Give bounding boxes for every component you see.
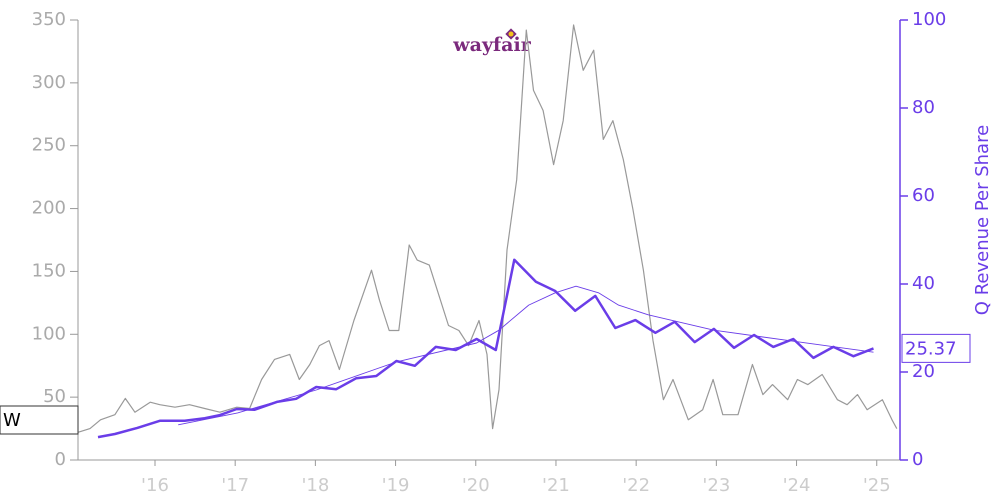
y2-axis-label: Q Revenue Per Share bbox=[972, 125, 993, 315]
y-tick-label: 150 bbox=[32, 260, 66, 281]
x-tick-label: '19 bbox=[382, 475, 410, 496]
y2-tick-label: 20 bbox=[912, 361, 935, 382]
series-line bbox=[178, 285, 874, 426]
logo: wayfair bbox=[452, 34, 531, 56]
y-tick-label: 100 bbox=[32, 323, 66, 344]
current-value-box bbox=[901, 333, 971, 363]
y2-tick-label: 40 bbox=[912, 273, 935, 294]
y2-tick-label: 100 bbox=[912, 9, 946, 30]
y-tick-label: 250 bbox=[32, 135, 66, 156]
y2-tick-label: 80 bbox=[912, 97, 935, 118]
x-tick-label: '17 bbox=[221, 475, 249, 496]
x-tick-label: '25 bbox=[863, 475, 891, 496]
x-tick-label: '20 bbox=[462, 475, 490, 496]
x-tick-label: '18 bbox=[301, 475, 329, 496]
x-tick-label: '22 bbox=[622, 475, 650, 496]
series-line bbox=[97, 258, 874, 439]
y-tick-label: 50 bbox=[43, 386, 66, 407]
ticker-label: W bbox=[3, 410, 21, 431]
series-line bbox=[77, 24, 898, 433]
y2-tick-label: 60 bbox=[912, 185, 935, 206]
y-tick-label: 200 bbox=[32, 198, 66, 219]
x-tick-label: '24 bbox=[783, 475, 811, 496]
y-tick-label: 0 bbox=[55, 449, 66, 470]
y2-tick-label: 0 bbox=[912, 449, 923, 470]
ticker-box bbox=[0, 405, 79, 435]
x-tick-label: '16 bbox=[141, 475, 169, 496]
x-tick-label: '21 bbox=[542, 475, 570, 496]
y-tick-label: 300 bbox=[32, 72, 66, 93]
current-value-label: 25.37 bbox=[905, 338, 957, 359]
x-tick-label: '23 bbox=[702, 475, 730, 496]
y-tick-label: 350 bbox=[32, 9, 66, 30]
